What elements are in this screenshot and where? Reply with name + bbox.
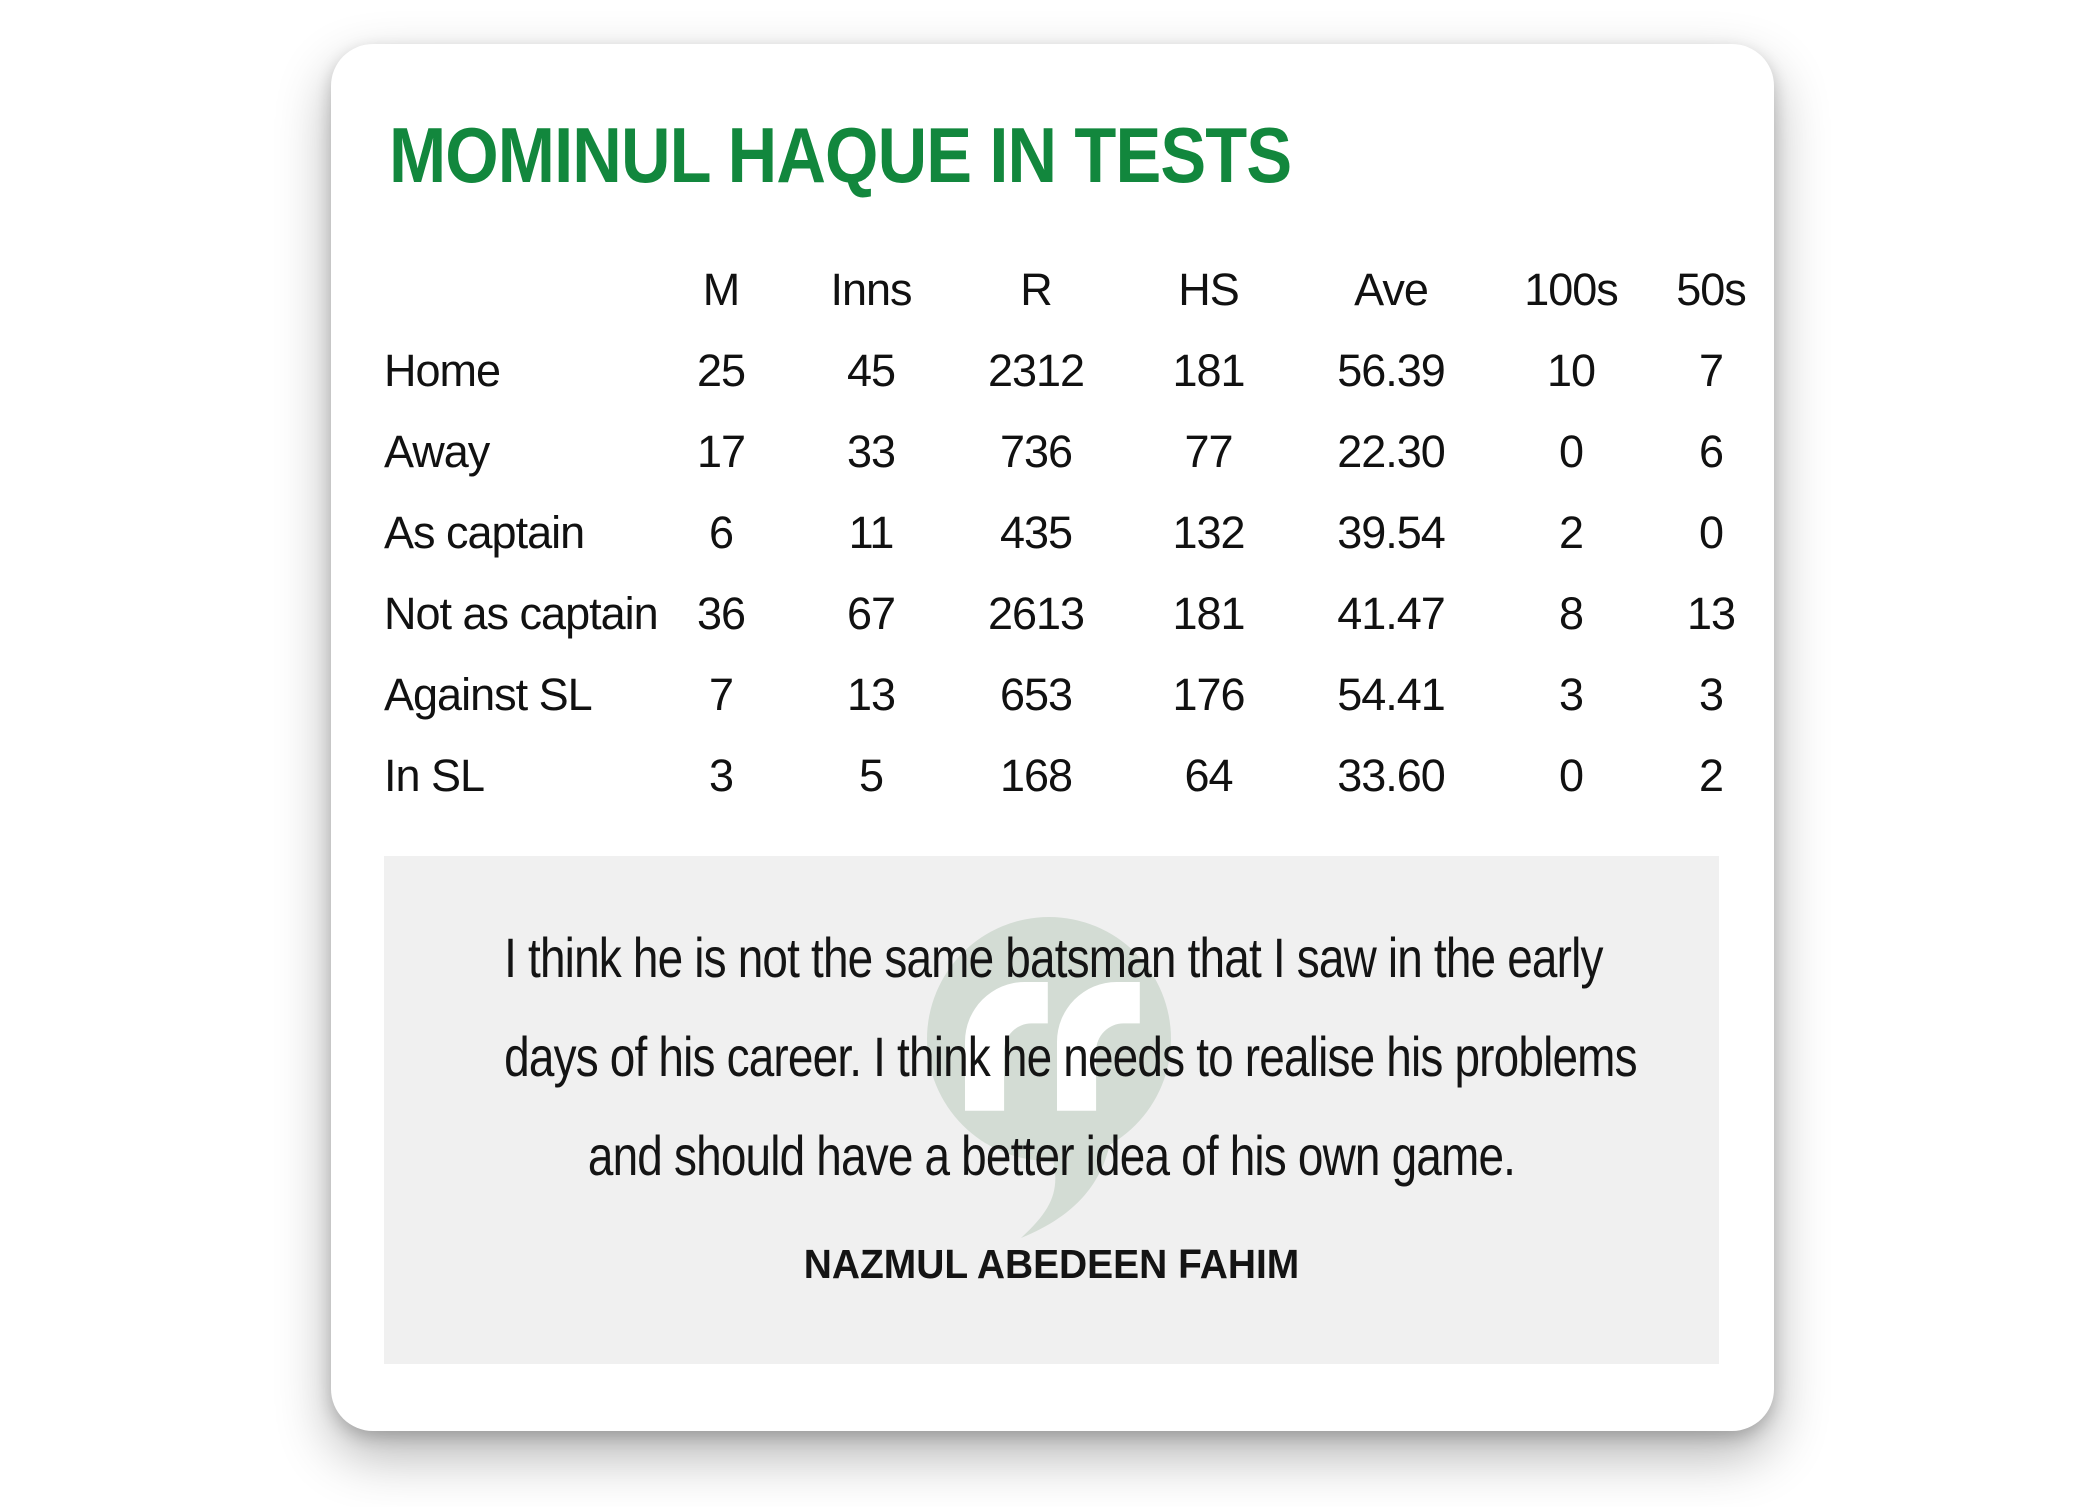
column-header: M bbox=[702, 263, 741, 315]
stat-value: 25 bbox=[696, 344, 746, 396]
table-row: As captain 6 11 435 132 39.54 2 0 bbox=[384, 492, 1771, 573]
quote-bubble-icon bbox=[927, 917, 1171, 1238]
stat-value: 56.39 bbox=[1337, 344, 1446, 396]
column-header: 50s bbox=[1676, 263, 1747, 315]
stat-value: 13 bbox=[1686, 587, 1736, 639]
stat-value: 36 bbox=[696, 587, 746, 639]
stat-value: 0 bbox=[1558, 749, 1584, 801]
stat-value: 2 bbox=[1698, 749, 1724, 801]
row-label: Home bbox=[384, 344, 501, 396]
stat-value: 7 bbox=[1698, 344, 1724, 396]
quote-line: days of his career. I think he needs to … bbox=[504, 1025, 1637, 1088]
column-header: 100s bbox=[1524, 263, 1619, 315]
stat-value: 0 bbox=[1698, 506, 1724, 558]
quote-box: I think he is not the same batsman that … bbox=[384, 856, 1719, 1364]
quote-attribution: NAZMUL ABEDEEN FAHIM bbox=[803, 1241, 1300, 1287]
table-row: Not as captain 36 67 2613 181 41.47 8 13 bbox=[384, 573, 1771, 654]
card-title: MOMINUL HAQUE IN TESTS bbox=[389, 111, 1292, 199]
stat-value: 6 bbox=[1698, 425, 1724, 477]
stat-value: 181 bbox=[1172, 587, 1245, 639]
stat-value: 33.60 bbox=[1337, 749, 1446, 801]
stat-value: 181 bbox=[1172, 344, 1245, 396]
table-row: Against SL 7 13 653 176 54.41 3 3 bbox=[384, 654, 1771, 735]
stat-value: 39.54 bbox=[1337, 506, 1446, 558]
stat-value: 17 bbox=[696, 425, 746, 477]
stat-value: 8 bbox=[1558, 587, 1584, 639]
stat-value: 0 bbox=[1558, 425, 1584, 477]
column-header: Ave bbox=[1354, 263, 1429, 315]
table-row: Home 25 45 2312 181 56.39 10 7 bbox=[384, 330, 1771, 411]
row-label: In SL bbox=[384, 749, 485, 801]
row-label: Against SL bbox=[384, 668, 593, 720]
stat-value: 653 bbox=[999, 668, 1073, 720]
stat-value: 3 bbox=[1558, 668, 1584, 720]
table-row: In SL 3 5 168 64 33.60 0 2 bbox=[384, 735, 1771, 816]
stat-value: 3 bbox=[708, 749, 734, 801]
stat-value: 13 bbox=[846, 668, 896, 720]
stat-value: 41.47 bbox=[1337, 587, 1446, 639]
row-label: Away bbox=[384, 425, 490, 477]
stat-value: 54.41 bbox=[1337, 668, 1446, 720]
quote-line: and should have a better idea of his own… bbox=[587, 1124, 1516, 1187]
stat-value: 67 bbox=[846, 587, 896, 639]
quote-text: I think he is not the same batsman that … bbox=[384, 856, 1719, 1205]
quote-line: I think he is not the same batsman that … bbox=[504, 926, 1603, 989]
stat-value: 5 bbox=[858, 749, 884, 801]
stat-value: 435 bbox=[999, 506, 1073, 558]
stat-value: 64 bbox=[1184, 749, 1233, 801]
stat-value: 22.30 bbox=[1337, 425, 1446, 477]
stat-value: 176 bbox=[1172, 668, 1245, 720]
stat-value: 132 bbox=[1172, 506, 1245, 558]
row-label: As captain bbox=[384, 506, 585, 558]
row-label: Not as captain bbox=[384, 587, 659, 639]
column-header: HS bbox=[1178, 263, 1240, 315]
stat-value: 3 bbox=[1698, 668, 1724, 720]
stat-value: 2 bbox=[1558, 506, 1584, 558]
stat-value: 6 bbox=[708, 506, 734, 558]
stat-value: 736 bbox=[999, 425, 1073, 477]
stat-value: 2312 bbox=[987, 344, 1085, 396]
stat-value: 2613 bbox=[987, 587, 1085, 639]
stat-value: 7 bbox=[708, 668, 734, 720]
stats-table: M Inns R HS Ave 100s 50s Home 25 45 2312 181 56.39 10… bbox=[384, 249, 1771, 816]
stats-card: MOMINUL HAQUE IN TESTS M Inns R HS Ave 100s 50… bbox=[331, 44, 1774, 1431]
table-row: Away 17 33 736 77 22.30 0 6 bbox=[384, 411, 1771, 492]
stat-value: 168 bbox=[999, 749, 1073, 801]
stat-value: 10 bbox=[1546, 344, 1596, 396]
stat-value: 45 bbox=[846, 344, 896, 396]
stat-value: 11 bbox=[848, 506, 895, 558]
stat-value: 77 bbox=[1184, 425, 1233, 477]
column-header: Inns bbox=[830, 263, 912, 315]
stat-value: 33 bbox=[846, 425, 896, 477]
table-header-row: M Inns R HS Ave 100s 50s bbox=[384, 249, 1771, 330]
column-header: R bbox=[1020, 263, 1053, 315]
